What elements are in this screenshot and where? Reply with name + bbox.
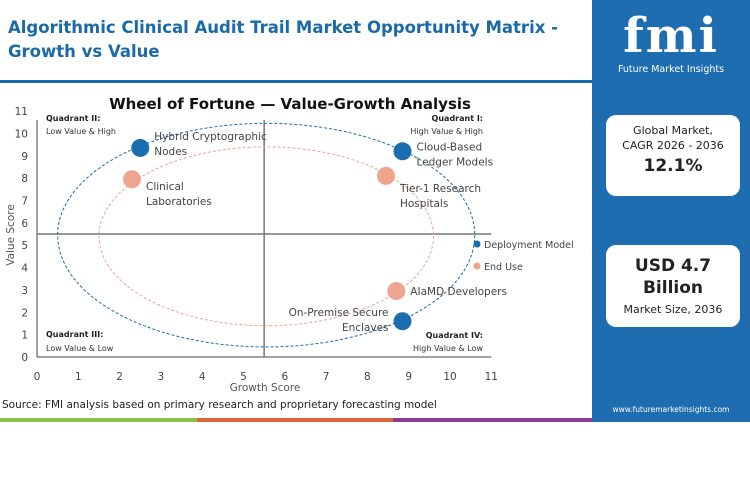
- y-tick-label: 9: [21, 151, 28, 163]
- website-link[interactable]: www.futuremarketinsights.com: [612, 405, 730, 414]
- y-tick-label: 5: [21, 240, 28, 252]
- market-size-unit: Billion: [642, 278, 704, 298]
- legend-marker-deployment: [473, 240, 481, 248]
- sidebar: fmi Future Market Insights Global Market…: [592, 0, 750, 422]
- quadrant-1-title: Quadrant I:: [432, 114, 483, 123]
- market-size-label: Market Size, 2036: [623, 303, 723, 316]
- logo-subtitle: Future Market Insights: [617, 64, 725, 75]
- y-tick-label: 6: [21, 218, 28, 230]
- quadrant-2-sub: Low Value & High: [46, 127, 116, 136]
- logo-text: fmi: [623, 8, 719, 64]
- y-tick-label: 11: [15, 106, 28, 118]
- fmi-logo: fmi Future Market Insights: [592, 8, 750, 75]
- x-axis-label: Growth Score: [230, 382, 301, 394]
- y-tick-label: 0: [21, 352, 28, 364]
- market-size-card: USD 4.7 Billion Market Size, 2036: [606, 245, 740, 327]
- data-point: [122, 170, 141, 189]
- y-tick-label: 8: [21, 173, 28, 185]
- series-ellipse-0: [57, 122, 476, 348]
- x-tick-label: 0: [34, 371, 41, 383]
- data-point: [393, 312, 412, 331]
- y-axis-label: Value Score: [5, 204, 17, 266]
- data-point: [131, 138, 150, 157]
- x-tick-label: 1: [75, 371, 82, 383]
- data-label: Clinical Laboratories: [146, 181, 212, 208]
- data-label: Hybrid Cryptographic Nodes: [154, 131, 267, 158]
- page-title: Algorithmic Clinical Audit Trail Market …: [8, 18, 558, 61]
- y-tick-label: 2: [21, 307, 28, 319]
- data-label: Tier-1 Research Hospitals: [399, 183, 481, 210]
- chart: Wheel of Fortune — Value-Growth Analysis…: [5, 95, 574, 394]
- data-point: [393, 142, 412, 161]
- market-size-value: USD 4.7: [634, 256, 712, 276]
- x-tick-label: 11: [485, 371, 498, 383]
- y-tick-label: 7: [21, 195, 28, 207]
- source-note: Source: FMI analysis based on primary re…: [2, 399, 437, 411]
- x-tick-label: 10: [443, 371, 456, 383]
- stripe-purple: [393, 418, 592, 422]
- quadrant-4-sub: High Value & Low: [413, 344, 483, 353]
- y-tick-label: 3: [21, 285, 28, 297]
- data-point: [387, 282, 406, 301]
- x-tick-label: 5: [240, 371, 247, 383]
- x-tick-label: 8: [364, 371, 371, 383]
- cagr-label: Global Market,: [633, 124, 713, 137]
- data-label: Cloud-Based Ledger Models: [417, 141, 494, 168]
- data-point: [376, 166, 395, 185]
- x-tick-label: 7: [323, 371, 330, 383]
- cagr-period: CAGR 2026 - 2036: [622, 139, 724, 152]
- legend-marker-end-use: [473, 262, 481, 270]
- cagr-value: 12.1%: [643, 156, 703, 176]
- legend-label-end-use: End Use: [484, 262, 523, 273]
- quadrant-1-sub: High Value & High: [410, 127, 483, 136]
- data-label: On-Premise Secure Enclaves: [289, 307, 389, 334]
- x-tick-label: 6: [281, 371, 288, 383]
- legend-label-deployment: Deployment Model: [484, 240, 574, 251]
- x-tick-label: 9: [405, 371, 412, 383]
- stripe-green: [0, 418, 197, 422]
- cagr-card: Global Market, CAGR 2026 - 2036 12.1%: [606, 115, 740, 196]
- quadrant-2-title: Quadrant II:: [46, 114, 100, 123]
- quadrant-4-title: Quadrant IV:: [426, 331, 483, 340]
- series-ellipse-1: [98, 146, 434, 327]
- quadrant-3-title: Quadrant III:: [46, 330, 103, 339]
- y-tick-label: 4: [21, 263, 28, 275]
- y-tick-label: 1: [21, 330, 28, 342]
- data-label: AIaMD Developers: [410, 286, 507, 298]
- x-tick-label: 3: [158, 371, 165, 383]
- y-tick-label: 10: [15, 128, 28, 140]
- chart-title: Wheel of Fortune — Value-Growth Analysis: [109, 95, 471, 113]
- header-rule: [0, 80, 592, 83]
- stripe-orange: [197, 418, 393, 422]
- x-tick-label: 2: [116, 371, 123, 383]
- quadrant-3-sub: Low Value & Low: [46, 344, 114, 353]
- x-tick-label: 4: [199, 371, 206, 383]
